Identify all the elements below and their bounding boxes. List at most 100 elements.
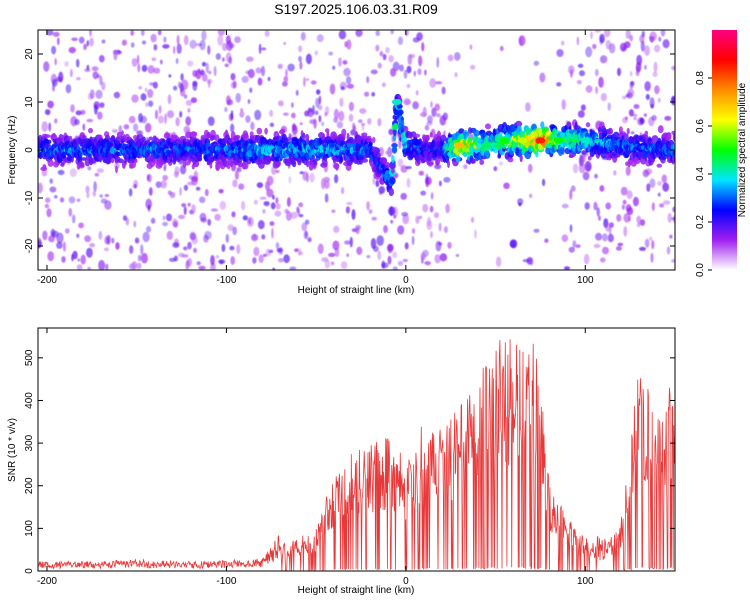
spectrogram-noise-blob	[658, 36, 662, 42]
spectrogram-noise-blob	[85, 185, 90, 194]
spectrogram-noise-blob	[199, 39, 206, 51]
spectrogram-ridge-cell	[425, 134, 430, 141]
spectrogram-noise-blob	[239, 111, 245, 118]
spectrogram-noise-blob	[86, 64, 90, 70]
spectrogram-noise-blob	[309, 119, 316, 125]
spectrogram-noise-blob	[499, 45, 504, 52]
spectrogram-noise-blob	[323, 176, 330, 183]
y-tick-label: 200	[24, 477, 35, 494]
spectrogram-noise-blob	[539, 72, 546, 83]
spectrogram-noise-blob	[593, 243, 601, 249]
spectrogram-noise-blob	[649, 97, 655, 108]
spectrogram-noise-blob	[569, 189, 573, 200]
spectrogram-noise-blob	[662, 200, 671, 205]
spectrogram-noise-blob	[388, 128, 393, 135]
spectrogram-noise-blob	[662, 39, 670, 49]
spectrogram-noise-blob	[84, 68, 91, 73]
spectrogram-noise-blob	[113, 91, 121, 99]
spectrogram-ridge-cell	[366, 135, 372, 143]
spectrogram-ridge-cell	[484, 149, 490, 158]
spectrogram-ridge-cell	[209, 162, 213, 169]
spectrogram-noise-blob	[599, 185, 605, 192]
spectrogram-noise-blob	[447, 54, 454, 62]
spectrogram-ridge-cell	[568, 126, 572, 130]
spectrogram-noise-blob	[379, 51, 384, 57]
spectrogram-noise-blob	[99, 194, 103, 198]
spectrogram-noise-blob	[173, 85, 178, 91]
spectrogram-noise-blob	[625, 165, 631, 176]
y-tick-label: 400	[24, 392, 35, 409]
spectrogram-noise-blob	[252, 257, 257, 264]
spectrogram-noise-blob	[163, 36, 167, 43]
spectrogram-noise-blob	[412, 37, 420, 43]
spectrogram-noise-blob	[637, 222, 641, 227]
spectrogram-noise-blob	[240, 108, 244, 113]
spectrogram-noise-blob	[346, 202, 353, 205]
spectrogram-ridge-cell	[297, 157, 302, 164]
spectrogram-noise-blob	[277, 63, 283, 70]
spectrogram-ridge-cell	[341, 128, 347, 137]
spectrogram-noise-blob	[622, 95, 627, 100]
spectrogram-noise-blob	[429, 78, 437, 88]
spectrogram-noise-blob	[87, 166, 92, 171]
spectrogram-noise-blob	[669, 234, 673, 239]
spectrogram-ridge-cell	[361, 158, 369, 163]
spectrogram-noise-blob	[580, 104, 586, 111]
spectrogram-noise-blob	[443, 226, 448, 234]
spectrogram-noise-blob	[529, 193, 533, 198]
spectrogram-ridge-cell	[447, 160, 450, 169]
spectrogram-ridge-cell	[121, 130, 124, 136]
spectrogram-noise-blob	[434, 164, 442, 170]
spectrogram-noise-blob	[518, 202, 522, 207]
spectrogram-noise-blob	[431, 107, 437, 117]
spectrogram-ridge-cell	[607, 127, 614, 135]
spectrogram-noise-blob	[672, 206, 675, 213]
spectrogram-noise-blob	[183, 35, 189, 46]
spectrogram-noise-blob	[133, 220, 137, 228]
spectrogram-noise-blob	[644, 81, 651, 92]
spectrogram-noise-blob	[411, 228, 416, 234]
spectrogram-noise-blob	[162, 221, 169, 227]
spectrogram-ridge-cell	[391, 143, 398, 148]
spectrogram-noise-blob	[666, 246, 671, 255]
spectrogram-noise-blob	[64, 61, 69, 67]
spectrogram-noise-blob	[191, 235, 198, 245]
spectrogram-noise-blob	[307, 108, 314, 118]
spectrogram-noise-blob	[187, 181, 194, 186]
spectrogram-noise-blob	[274, 210, 282, 217]
spectrogram-noise-blob	[92, 71, 99, 80]
spectrogram-noise-blob	[310, 80, 317, 85]
spectrogram-noise-blob	[397, 36, 404, 45]
spectrogram-ridge-cell	[666, 132, 672, 141]
spectrogram-noise-blob	[418, 170, 425, 176]
spectrogram-ridge-cell	[626, 128, 630, 135]
spectrogram-noise-blob	[123, 124, 130, 130]
spectrogram-noise-blob	[367, 118, 372, 125]
spectrogram-noise-blob	[349, 236, 353, 248]
spectrogram-noise-blob	[193, 247, 197, 253]
spectrogram-ridge-cell	[134, 158, 138, 163]
spectrogram-noise-blob	[101, 81, 106, 91]
spectrogram-noise-blob	[377, 250, 382, 261]
spectrogram-noise-blob	[318, 115, 322, 123]
spectrogram-noise-blob	[272, 194, 275, 200]
x-tick-label: -100	[216, 275, 236, 286]
spectrogram-noise-blob	[434, 103, 441, 111]
spectrogram-noise-blob	[600, 92, 607, 102]
spectrogram-ridge-cell	[644, 156, 648, 162]
spectrogram-noise-blob	[633, 104, 640, 109]
spectrogram-noise-blob	[246, 56, 254, 62]
spectrogram-noise-blob	[429, 205, 434, 213]
spectrogram-noise-blob	[44, 109, 51, 116]
spectrogram-noise-blob	[84, 235, 91, 243]
spectrogram-noise-blob	[430, 192, 434, 200]
spectrogram-noise-blob	[645, 94, 650, 100]
spectrogram-noise-blob	[57, 169, 65, 176]
spectrogram-noise-blob	[615, 246, 622, 251]
spectrogram-noise-blob	[217, 34, 224, 46]
spectrogram-noise-blob	[425, 177, 429, 188]
spectrogram-noise-blob	[100, 198, 108, 204]
spectrogram-ridge-cell	[148, 136, 153, 141]
spectrogram-ridge-cell	[68, 135, 73, 143]
spectrogram-noise-blob	[400, 192, 408, 200]
